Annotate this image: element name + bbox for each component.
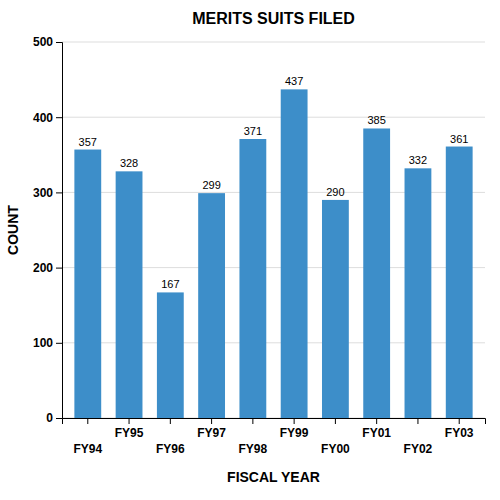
x-tick-mark [376,418,377,424]
data-label: 332 [409,154,427,166]
y-tick-mark [56,343,62,344]
grid-line [62,42,485,43]
y-tick: 500 [33,35,62,49]
x-tick: FY97 [197,418,226,440]
y-axis-line [56,43,63,419]
y-tick: 100 [33,336,62,350]
x-tick: FY02 [404,418,433,456]
x-tick-mark [459,418,460,424]
x-tick-label: FY03 [445,426,474,440]
data-label: 167 [161,278,179,290]
y-tick-label: 500 [33,35,53,49]
y-tick: 300 [33,186,62,200]
bar [74,150,101,418]
bar [446,147,473,418]
data-label: 299 [202,179,220,191]
grid [62,42,485,418]
x-tick-label: FY95 [115,426,144,440]
y-tick-label: 0 [46,411,53,425]
x-tick-mark [252,418,253,424]
x-tick: FY03 [445,418,474,440]
bar [116,171,143,418]
bar [405,168,432,418]
bars [74,89,472,418]
data-label: 361 [450,133,468,145]
x-axis: FY94 FY95 FY96 FY97 FY98 FY99 FY00 FY01 FY02 FY03 [63,418,486,456]
data-label: 328 [120,157,138,169]
x-tick: FY95 [115,418,144,440]
x-tick-mark [417,418,418,424]
bar [322,200,349,418]
y-tick-label: 300 [33,186,53,200]
bar [363,128,390,418]
x-tick-mark [294,418,295,424]
x-tick-mark [335,418,336,424]
x-tick-mark [87,418,88,424]
y-tick: 0 [46,411,62,425]
x-tick-label: FY98 [239,442,268,456]
y-tick-label: 200 [33,261,53,275]
bar [198,193,225,418]
data-label: 357 [79,136,97,148]
x-axis-title: FISCAL YEAR [227,469,320,485]
y-tick-mark [56,192,62,193]
x-tick: FY94 [73,418,102,456]
grid-line [62,117,485,118]
data-label: 385 [367,114,385,126]
x-tick: FY00 [321,418,350,456]
title: MERITS SUITS FILED [192,10,355,27]
y-tick-label: 100 [33,336,53,350]
data-label: 371 [244,125,262,137]
y-tick-mark [56,268,62,269]
x-tick-label: FY00 [321,442,350,456]
x-tick-mark [170,418,171,424]
data-label: 437 [285,75,303,87]
bar [281,89,308,418]
y-axis: 0 100 200 300 400 500 [33,35,63,425]
y-tick: 400 [33,111,62,125]
y-tick-mark [56,117,62,118]
bar [157,292,184,418]
x-tick-label: FY96 [156,442,185,456]
x-tick-label: FY01 [362,426,391,440]
x-tick: FY96 [156,418,185,456]
data-label: 290 [326,186,344,198]
y-axis-title: COUNT [5,205,21,255]
plot: 357 328 167 299 371 437 290 385 332 361 0 100 200 300… [33,35,486,455]
y-tick: 200 [33,261,62,275]
x-tick-label: FY02 [404,442,433,456]
x-tick-mark [211,418,212,424]
x-tick-label: FY94 [73,442,102,456]
x-tick: FY98 [239,418,268,456]
bar [239,139,266,418]
x-tick-mark [129,418,130,424]
x-tick-label: FY99 [280,426,309,440]
x-tick: FY01 [362,418,391,440]
x-tick-label: FY97 [197,426,226,440]
y-tick-mark [56,42,62,43]
x-axis-line [63,419,486,425]
y-tick-mark [56,418,62,419]
chart: 357 328 167 299 371 437 290 385 332 361 0 100 200 300… [0,0,500,500]
data-labels: 357 328 167 299 371 437 290 385 332 361 [79,75,469,290]
x-tick: FY99 [280,418,309,440]
y-tick-label: 400 [33,111,53,125]
